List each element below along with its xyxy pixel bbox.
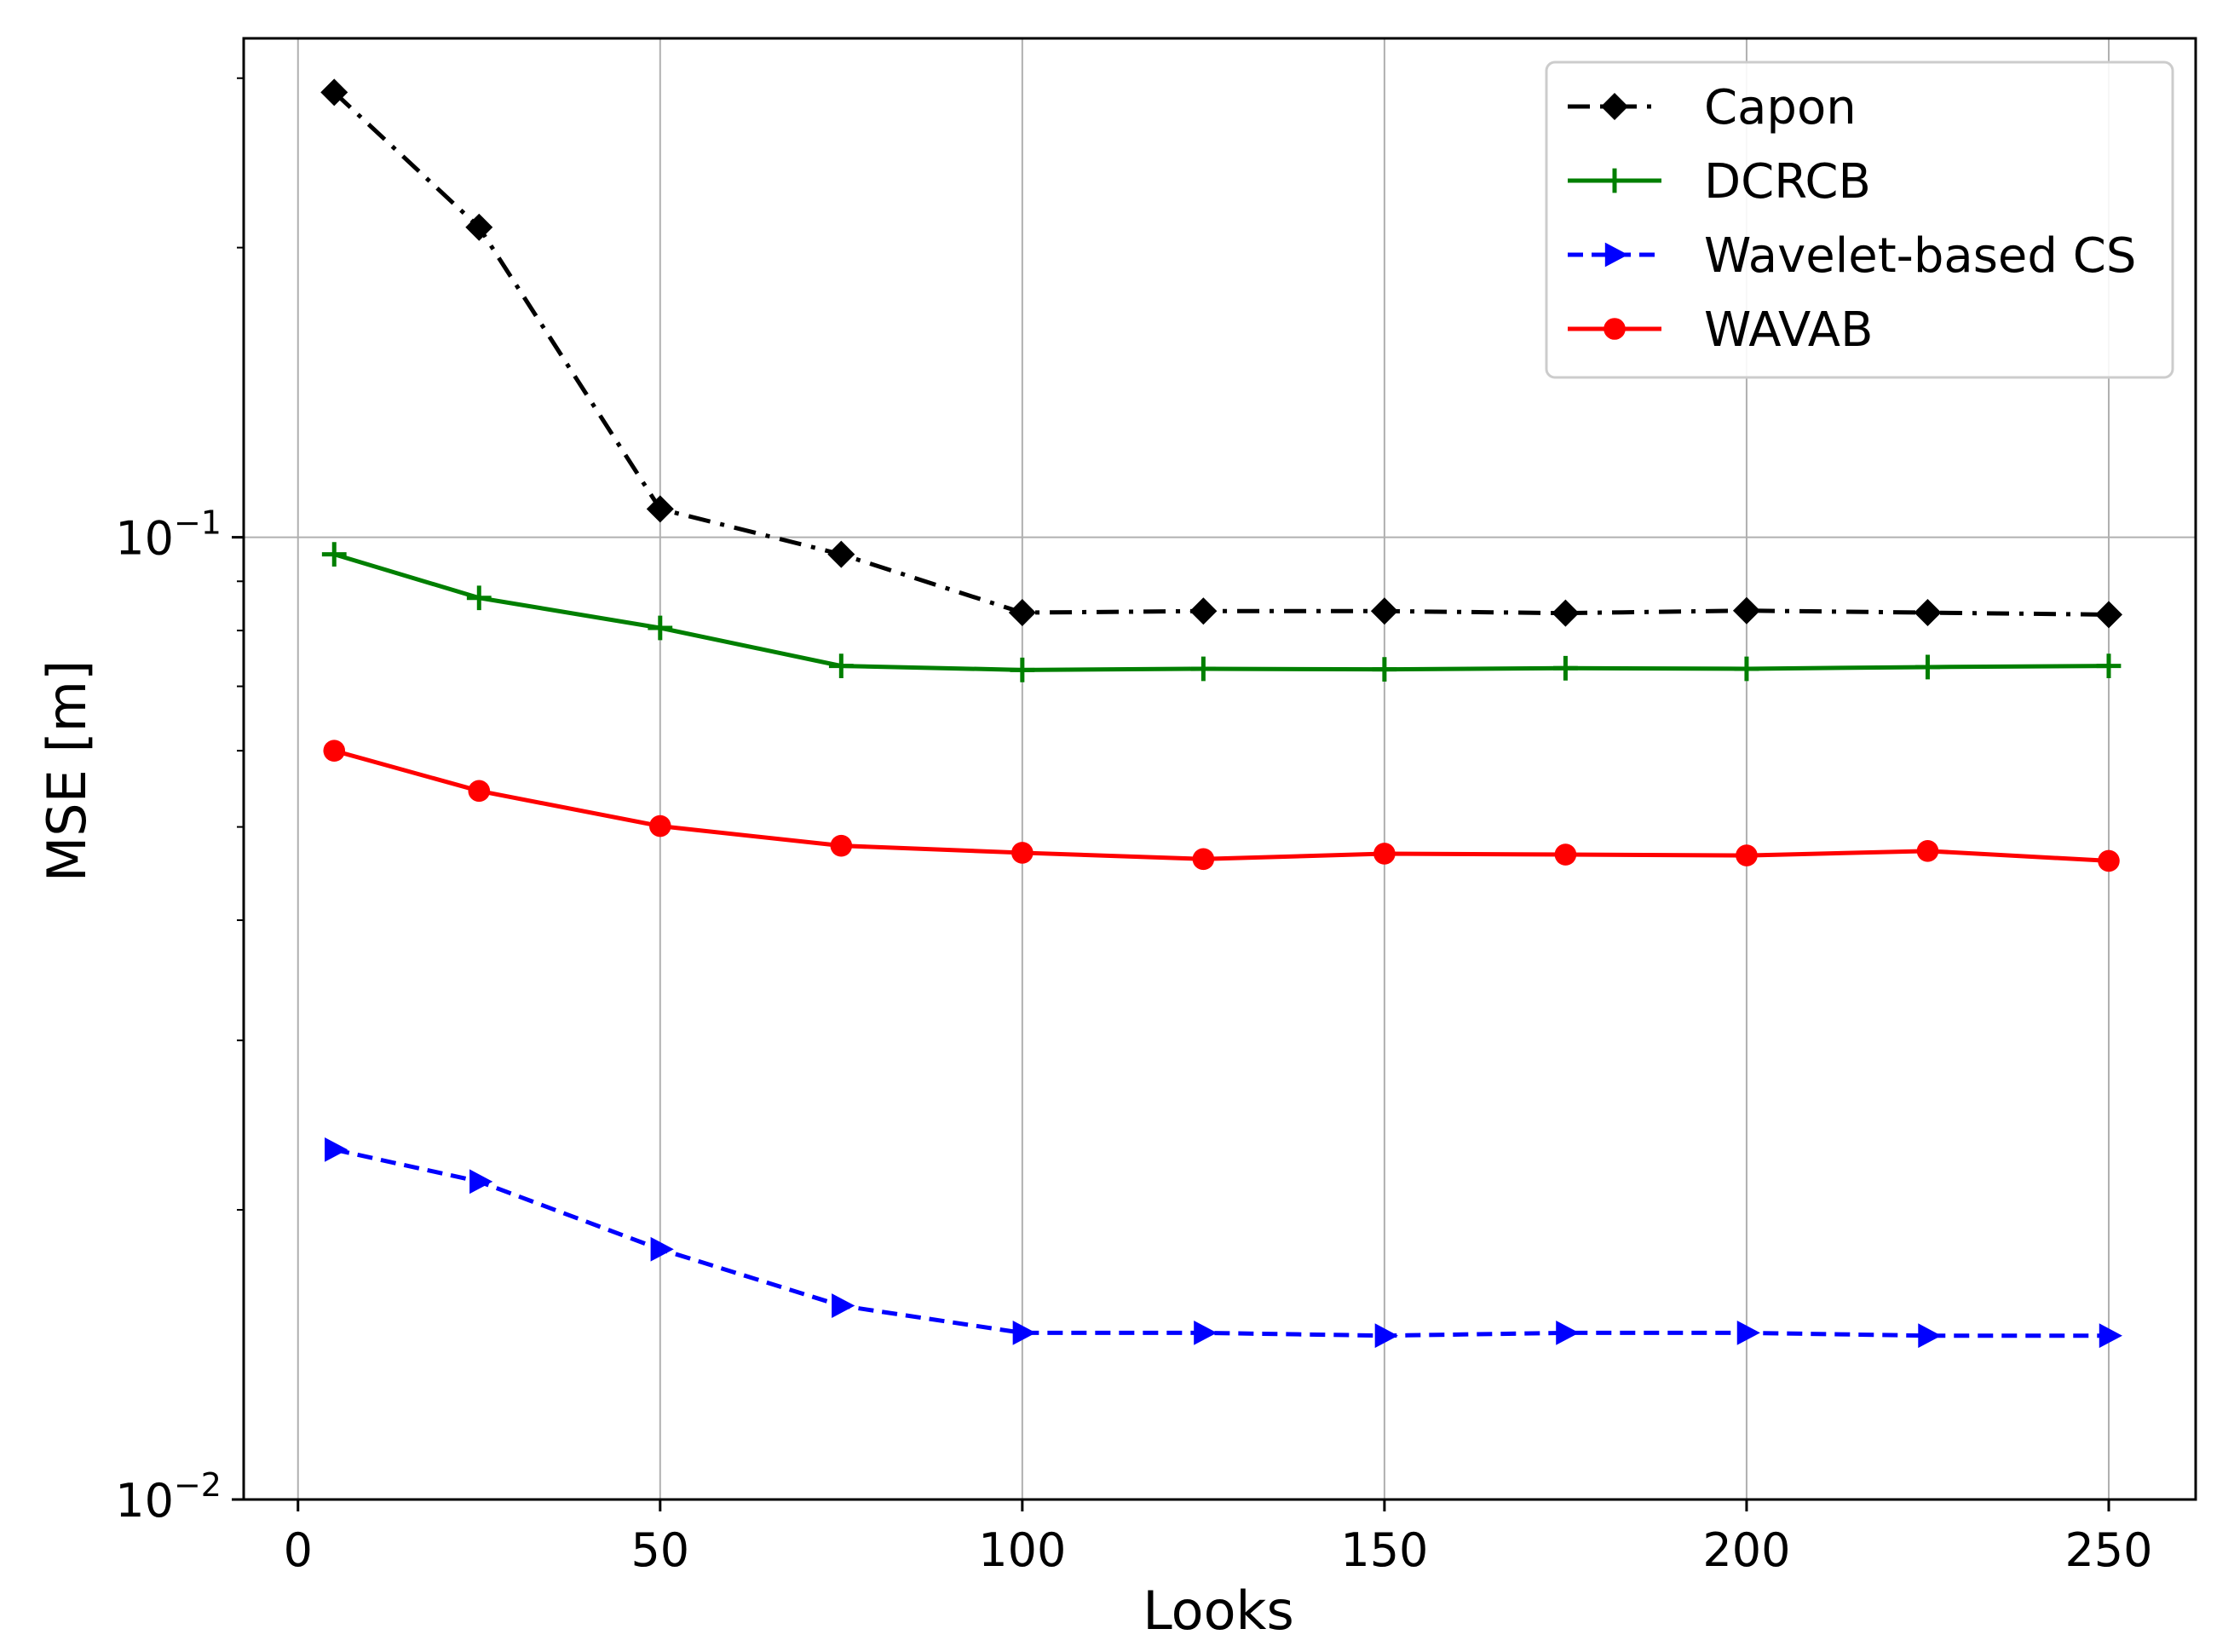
data-point-plus	[828, 653, 854, 679]
legend-box	[1545, 60, 2174, 379]
data-point-plus	[466, 585, 492, 611]
data-point-triangle	[650, 1236, 674, 1262]
data-point-circle	[1736, 844, 1758, 866]
data-point-plus	[1190, 656, 1216, 682]
data-point-plus	[1010, 657, 1035, 682]
data-point-diamond	[827, 540, 855, 568]
data-point-circle	[2098, 849, 2120, 872]
data-point-plus	[1553, 655, 1578, 681]
legend-label: DCRCB	[1704, 154, 1871, 210]
x-tick-label: 150	[1340, 1523, 1428, 1577]
x-tick-label: 250	[2064, 1523, 2152, 1577]
data-point-plus	[1372, 657, 1397, 682]
data-point-triangle	[1374, 1323, 1398, 1349]
x-tick-labels: 0 50 100 150 200 250	[284, 1523, 2153, 1577]
data-point-plus	[1734, 656, 1759, 682]
data-point-plus	[1602, 168, 1627, 193]
data-point-circle	[1916, 840, 1939, 862]
y-tick-label: 10−1	[115, 504, 222, 566]
data-point-triangle	[1012, 1321, 1036, 1345]
x-axis-label: Looks	[1143, 1580, 1294, 1642]
y-tick-label: 10−2	[115, 1466, 222, 1528]
data-point-triangle	[832, 1293, 855, 1318]
data-point-diamond	[1189, 597, 1218, 625]
x-tick-label: 200	[1702, 1523, 1790, 1577]
data-point-circle	[1373, 843, 1396, 865]
data-point-diamond	[1914, 599, 1942, 627]
data-point-triangle	[1556, 1321, 1580, 1345]
legend: Capon DCRCB Wavelet-based CS WAVAB	[1545, 60, 2174, 379]
data-point-triangle	[469, 1169, 493, 1194]
legend-label: Wavelet-based CS	[1704, 228, 2136, 284]
data-point-plus	[1915, 654, 1940, 680]
data-point-diamond	[1008, 599, 1036, 627]
plot-frame	[242, 37, 2197, 1501]
data-point-plus	[321, 542, 347, 567]
data-point-circle	[323, 740, 346, 762]
data-point-circle	[468, 780, 491, 803]
x-tick-label: 50	[630, 1523, 689, 1577]
data-point-circle	[830, 834, 853, 857]
x-tick-label: 100	[978, 1523, 1066, 1577]
y-axis-label: MSE [m]	[36, 660, 98, 883]
data-point-triangle	[1604, 242, 1628, 268]
data-point-triangle	[2099, 1323, 2122, 1349]
data-point-circle	[1604, 318, 1626, 340]
data-point-diamond	[320, 78, 348, 106]
data-point-diamond	[465, 213, 493, 241]
data-point-diamond	[646, 495, 674, 523]
data-point-diamond	[1732, 596, 1760, 625]
data-point-circle	[649, 814, 671, 838]
x-tick-label: 0	[284, 1523, 313, 1577]
data-point-triangle	[325, 1137, 348, 1162]
legend-label: Capon	[1704, 80, 1857, 135]
data-point-circle	[1554, 843, 1577, 866]
axis-ticks	[232, 77, 2110, 1511]
data-point-triangle	[1918, 1323, 1942, 1349]
y-tick-labels: 10−1 10−2	[115, 504, 222, 1528]
data-point-plus	[2096, 653, 2122, 679]
series-markers	[320, 78, 2122, 1349]
legend-label: WAVAB	[1704, 302, 1874, 358]
data-point-triangle	[1736, 1321, 1760, 1345]
data-point-diamond	[1552, 599, 1580, 627]
data-point-diamond	[1370, 597, 1398, 625]
data-point-diamond	[2094, 601, 2122, 629]
data-point-circle	[1192, 848, 1215, 871]
data-point-triangle	[1194, 1321, 1218, 1345]
data-point-diamond	[1601, 93, 1628, 120]
data-point-circle	[1011, 842, 1034, 864]
data-point-plus	[648, 615, 673, 641]
